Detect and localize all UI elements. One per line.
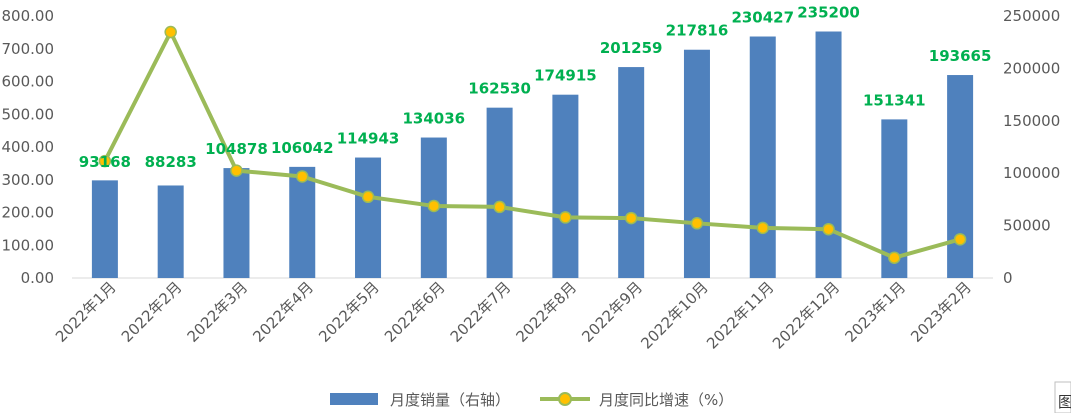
corner-box [1054, 381, 1071, 413]
bar [289, 166, 316, 278]
line-point [427, 199, 441, 213]
bar-data-label: 134036 [403, 110, 466, 128]
left-tick-label: 200.00 [2, 204, 55, 222]
bar-data-label: 217816 [666, 22, 729, 40]
bar [683, 49, 710, 278]
line-series [98, 25, 967, 264]
legend: 月度销量（右轴） 月度同比增速（%） [330, 391, 733, 409]
bar [91, 180, 118, 278]
bar-data-label: 88283 [145, 153, 197, 171]
bar [815, 31, 842, 278]
line-point [888, 251, 901, 264]
x-tick-label: 2022年3月 [184, 278, 252, 346]
x-tick-label: 2022年12月 [769, 278, 843, 352]
bar-data-labels: 93168 88283 104878 106042114943134036162530… [79, 4, 992, 171]
bar-data-label: 106042 [271, 139, 334, 157]
legend-line-marker [558, 392, 572, 406]
bar-data-label: 230427 [731, 9, 794, 27]
x-tick-label: 2022年9月 [578, 278, 646, 346]
x-axis: 2022年1月2022年2月2022年3月2022年4月2022年5月2022年… [52, 278, 975, 352]
right-axis: 0 50000 100000 150000 200000 250000 [1003, 7, 1060, 287]
x-tick-label: 2022年4月 [249, 278, 317, 346]
x-tick-label: 2022年2月 [118, 278, 186, 346]
line-point [690, 217, 704, 230]
bar-data-label: 114943 [337, 130, 400, 148]
x-tick-label: 2022年8月 [513, 278, 581, 346]
x-tick-label: 2022年5月 [315, 278, 383, 346]
bar-data-label: 174915 [534, 67, 597, 85]
x-tick-label: 2022年11月 [703, 278, 777, 352]
left-tick-label: 500.00 [2, 105, 55, 123]
bar [355, 157, 382, 278]
left-tick-label: 300.00 [2, 171, 55, 189]
right-tick-label: 50000 [1003, 217, 1051, 235]
bar-data-label: 201259 [600, 39, 663, 57]
right-tick-label: 100000 [1003, 164, 1060, 182]
bar [618, 67, 645, 278]
line-point [559, 211, 572, 224]
legend-bar-swatch [330, 393, 378, 405]
left-tick-label: 800.00 [2, 7, 55, 25]
bar-data-label: 93168 [79, 153, 131, 171]
right-tick-label: 200000 [1003, 59, 1060, 77]
bar [947, 75, 974, 278]
line-point [624, 211, 638, 225]
left-axis: 0.00 100.00 200.00 300.00 400.00 500.00 600.00… [2, 7, 55, 287]
legend-line-label: 月度同比增速（%） [599, 391, 733, 409]
right-tick-label: 150000 [1003, 112, 1060, 130]
left-tick-label: 700.00 [2, 40, 55, 58]
right-tick-label: 250000 [1003, 7, 1060, 25]
corner-text: 图 [1058, 393, 1071, 411]
bar-data-label: 193665 [929, 47, 992, 65]
line-point [296, 170, 309, 183]
x-tick-label: 2023年1月 [841, 278, 909, 346]
line-point [953, 233, 967, 246]
left-tick-label: 400.00 [2, 138, 55, 156]
legend-bar-label: 月度销量（右轴） [390, 391, 510, 409]
line-point [361, 190, 375, 204]
bar [157, 185, 184, 278]
left-tick-label: 100.00 [2, 236, 55, 254]
bar [223, 168, 250, 278]
left-tick-label: 600.00 [2, 73, 55, 91]
bar-data-label: 151341 [863, 91, 926, 109]
bar [486, 107, 513, 279]
x-tick-label: 2022年1月 [52, 278, 120, 346]
x-tick-label: 2022年6月 [381, 278, 449, 346]
line-point [822, 222, 835, 236]
line-point [493, 200, 506, 214]
growth-line [103, 30, 961, 260]
x-tick-label: 2022年7月 [447, 278, 515, 346]
bar [552, 94, 579, 278]
x-tick-label: 2023年2月 [907, 278, 975, 346]
line-point [164, 25, 177, 39]
line-point [98, 154, 112, 168]
bar-data-label: 104878 [205, 140, 268, 158]
bar [749, 36, 776, 278]
line-point [230, 164, 243, 177]
left-tick-label: 0.00 [21, 269, 54, 287]
x-tick-label: 2022年10月 [637, 278, 711, 352]
right-tick-label: 0 [1003, 269, 1013, 287]
line-point [756, 221, 769, 235]
bar-data-label: 235200 [797, 4, 860, 22]
bar-data-label: 162530 [468, 80, 531, 98]
